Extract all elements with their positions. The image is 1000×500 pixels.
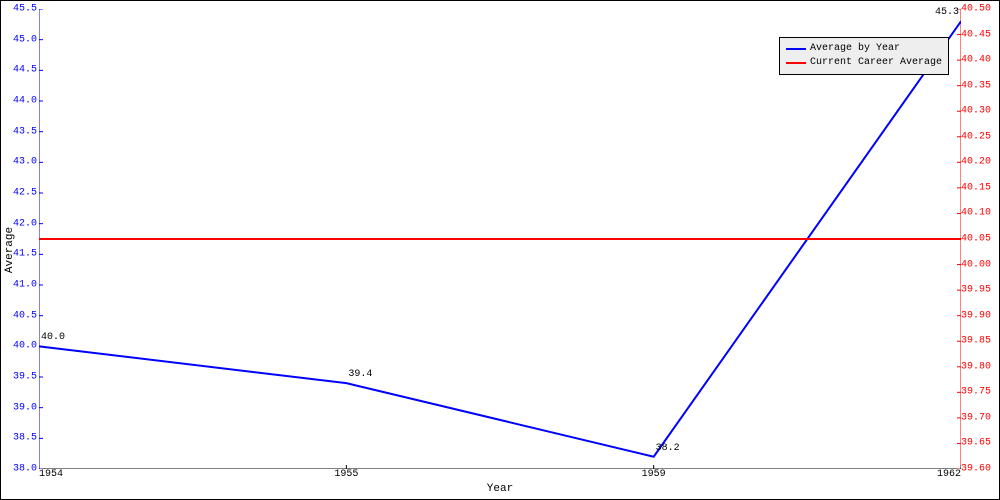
y-left-tick-label: 44.5 — [13, 65, 37, 76]
data-point-label: 45.3 — [935, 7, 959, 18]
legend: Average by Year Current Career Average — [779, 37, 949, 75]
y-left-tick-label: 38.5 — [13, 433, 37, 444]
chart-svg — [39, 9, 961, 469]
x-tick-label: 1955 — [334, 469, 358, 480]
y-left-tick-label: 45.0 — [13, 34, 37, 45]
y-left-tick-label: 39.5 — [13, 372, 37, 383]
y-right-tick-label: 40.15 — [961, 182, 991, 193]
data-point-label: 39.4 — [348, 369, 372, 380]
plot-area — [39, 9, 959, 467]
y-left-tick-label: 43.5 — [13, 126, 37, 137]
y-left-tick-label: 38.0 — [13, 464, 37, 475]
y-right-tick-label: 40.35 — [961, 80, 991, 91]
legend-item-series-0: Average by Year — [786, 42, 942, 56]
y-left-tick-label: 43.0 — [13, 157, 37, 168]
y-left-tick-label: 40.5 — [13, 310, 37, 321]
y-left-tick-label: 41.5 — [13, 249, 37, 260]
y-left-tick-label: 44.0 — [13, 96, 37, 107]
y-right-tick-label: 40.30 — [961, 106, 991, 117]
y-left-tick-label: 41.0 — [13, 280, 37, 291]
data-point-label: 38.2 — [656, 443, 680, 454]
legend-label-1: Current Career Average — [810, 56, 942, 70]
y-right-tick-label: 40.50 — [961, 4, 991, 15]
x-tick-label: 1959 — [642, 469, 666, 480]
y-right-tick-label: 39.80 — [961, 361, 991, 372]
y-right-tick-label: 39.70 — [961, 412, 991, 423]
y-right-tick-label: 39.65 — [961, 438, 991, 449]
y-left-tick-label: 40.0 — [13, 341, 37, 352]
y-right-tick-label: 39.75 — [961, 387, 991, 398]
y-right-tick-label: 40.45 — [961, 29, 991, 40]
y-left-tick-label: 42.0 — [13, 218, 37, 229]
x-tick-label: 1954 — [39, 469, 63, 480]
legend-label-0: Average by Year — [810, 42, 900, 56]
y-right-tick-label: 40.10 — [961, 208, 991, 219]
y-right-tick-label: 40.00 — [961, 259, 991, 270]
y-right-tick-label: 40.05 — [961, 234, 991, 245]
y-right-tick-label: 39.85 — [961, 336, 991, 347]
legend-item-series-1: Current Career Average — [786, 56, 942, 70]
y-left-tick-label: 39.0 — [13, 402, 37, 413]
y-right-tick-label: 39.95 — [961, 285, 991, 296]
y-right-tick-label: 39.90 — [961, 310, 991, 321]
y-left-tick-label: 42.5 — [13, 188, 37, 199]
legend-swatch-0 — [786, 48, 806, 50]
y-right-tick-label: 39.60 — [961, 464, 991, 475]
y-right-tick-label: 40.25 — [961, 131, 991, 142]
chart-container: Average Year 38.038.539.039.540.040.541.… — [0, 0, 1000, 500]
legend-swatch-1 — [786, 62, 806, 64]
y-right-tick-label: 40.40 — [961, 55, 991, 66]
x-tick-label: 1962 — [937, 469, 961, 480]
y-left-tick-label: 45.5 — [13, 4, 37, 15]
y-right-tick-label: 40.20 — [961, 157, 991, 168]
x-axis-label: Year — [487, 483, 513, 495]
data-point-label: 40.0 — [41, 332, 65, 343]
